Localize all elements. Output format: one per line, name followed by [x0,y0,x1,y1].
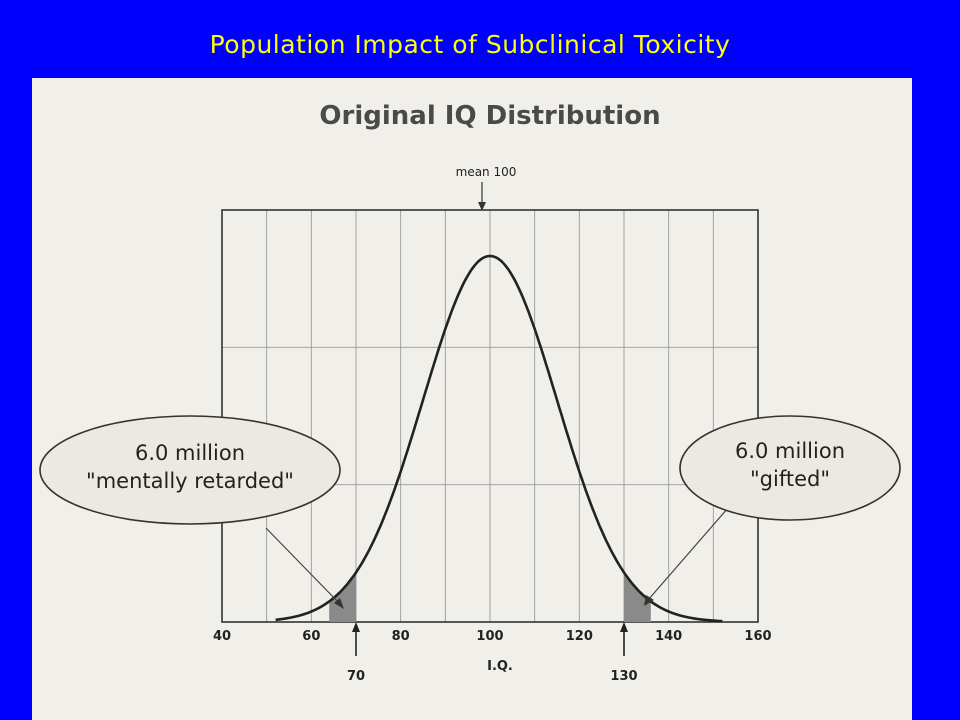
x-tick-label: 160 [744,629,771,644]
left-callout-line1: 6.0 million [135,441,245,465]
left-callout-bubble [39,415,341,525]
chart-photo [32,78,912,720]
right-callout-arrowhead [644,595,654,606]
left-tail-shading [329,572,356,622]
x-tick-label: 140 [655,629,682,644]
right-tail-shading [624,572,651,622]
x-tick-labels: 40 60 80 100 120 140 160 [213,629,772,644]
chart-grid [222,210,758,622]
left-callout-line2: "mentally retarded" [86,469,294,493]
right-callout-bubble [679,415,901,521]
left-callout-leader [265,527,341,605]
left-callout: 6.0 million "mentally retarded" [39,415,341,525]
cutoff-markers: 70 130 [347,622,638,684]
mean-annotation: mean 100 [456,165,517,179]
slide-title: Population Impact of Subclinical Toxicit… [209,30,731,59]
distribution-curve [275,254,723,623]
mean-arrow [478,182,486,211]
x-tick-label: 100 [476,629,503,644]
right-callout-leader [647,507,729,601]
x-tick-label: 60 [302,629,320,644]
x-tick-label: 80 [392,629,410,644]
cutoff-arrow-head [620,622,628,632]
x-axis-label: I.Q. [487,659,513,674]
x-tick-label: 120 [566,629,593,644]
plot-frame [221,209,759,623]
cutoff-arrow-head [352,622,360,632]
x-tick-label: 40 [213,629,231,644]
right-callout: 6.0 million "gifted" [679,415,901,521]
cutoff-label: 130 [610,669,637,684]
right-callout-line2: "gifted" [750,467,830,491]
cutoff-label: 70 [347,669,365,684]
right-callout-line1: 6.0 million [735,439,845,463]
mean-arrow-head [478,202,486,211]
left-callout-arrowhead [334,598,344,609]
chart-title: Original IQ Distribution [319,101,660,131]
